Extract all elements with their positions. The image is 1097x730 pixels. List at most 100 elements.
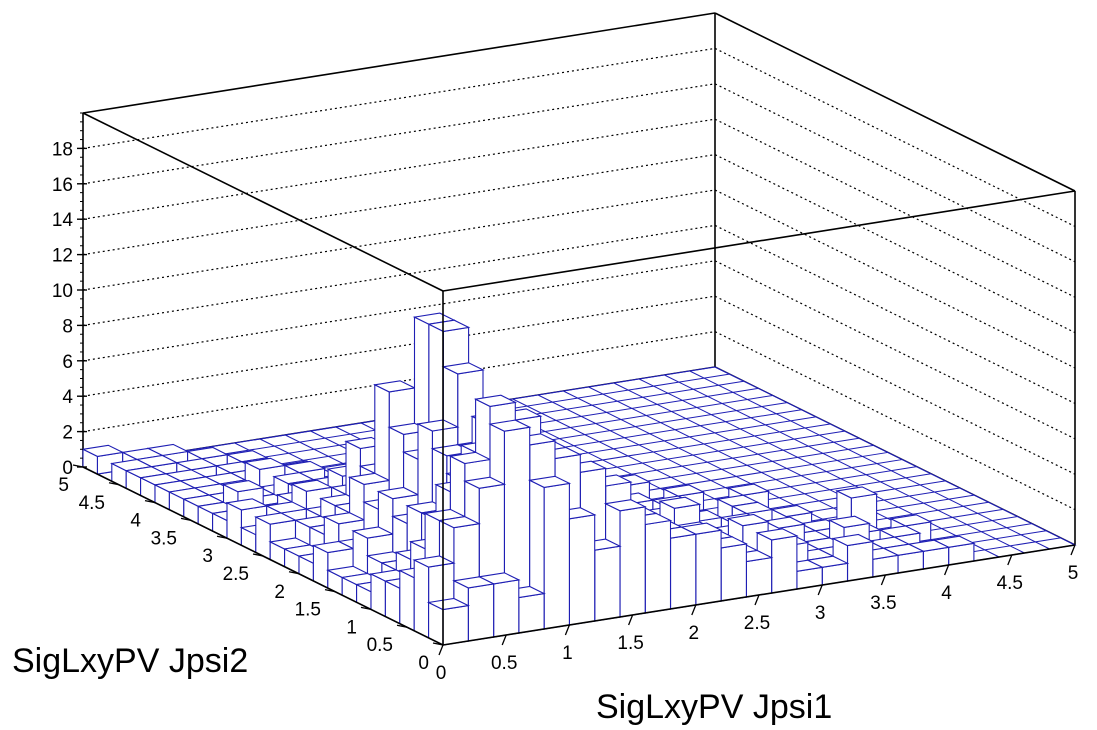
y-axis-title: SigLxyPV Jpsi2 — [12, 642, 248, 680]
z-tick-label: 0 — [62, 458, 73, 479]
x-tick-mark — [1070, 544, 1076, 556]
x-tick-mark — [501, 634, 507, 646]
bar-face-top — [835, 486, 879, 499]
bar-face-front — [594, 545, 621, 622]
bar-face-top — [827, 515, 871, 528]
y-tick-label: 4.5 — [79, 493, 105, 514]
z-tick-label: 8 — [62, 316, 73, 337]
y-tick-mark — [108, 482, 120, 486]
x-tick-mark — [754, 594, 760, 606]
y-tick-mark — [288, 571, 300, 575]
y-tick-label: 1 — [346, 617, 357, 638]
bar-face-top — [283, 460, 327, 474]
bar-face-top — [81, 444, 125, 457]
x-tick-mark — [564, 624, 571, 636]
bar-face-top — [322, 512, 366, 525]
z-gridline — [82, 153, 1076, 334]
bar-face-top — [488, 419, 532, 432]
bar-face-top — [755, 528, 799, 541]
y-tick-mark — [432, 642, 444, 646]
y-axis-ticks: 0 0.5 1 1.5 2 2.5 3 3.5 4 4.5 5 — [58, 464, 444, 674]
frame-edge — [82, 12, 716, 114]
bar-face-top — [452, 576, 496, 589]
bar-face-front — [720, 543, 747, 602]
x-tick-label: 3.5 — [870, 593, 896, 614]
z-gridline — [82, 118, 1076, 298]
bar-face-top — [412, 555, 456, 568]
x-tick-label: 5 — [1068, 563, 1079, 584]
x-axis-title: SigLxyPV Jpsi1 — [596, 688, 832, 726]
x-axis-ticks: 0 0.5 1 1.5 2 2.5 3 3.5 4 4.5 5 — [436, 544, 1079, 684]
z-tick-label: 10 — [52, 281, 73, 302]
x-tick-label: 4.5 — [997, 573, 1023, 594]
bar-face-top — [351, 526, 395, 539]
bar-face-front — [518, 592, 545, 634]
bar-face-front — [619, 506, 646, 618]
frame-edge — [714, 12, 1076, 192]
bar-face-front — [568, 514, 596, 626]
frame-edge — [82, 112, 444, 292]
bar-face-top — [770, 504, 814, 518]
y-tick-mark — [216, 535, 228, 539]
bar-face-front — [493, 579, 520, 638]
x-tick-label: 1.5 — [617, 633, 643, 654]
bar-face-front — [771, 535, 798, 594]
x-tick-mark — [1007, 554, 1013, 566]
bar-face-side — [399, 569, 415, 632]
y-tick-mark — [360, 606, 372, 611]
z-gridline — [82, 47, 1076, 227]
y-tick-label: 4 — [130, 511, 141, 532]
bar-face-top — [254, 512, 298, 525]
z-tick-label: 14 — [52, 210, 74, 231]
x-tick-label: 1 — [562, 643, 573, 664]
x-tick-label: 3 — [815, 603, 826, 624]
z-axis-ticks: 0 2 4 6 8 10 12 14 16 18 — [52, 112, 87, 479]
bar-face-top — [831, 533, 875, 547]
floor-gridline — [714, 366, 1076, 546]
y-tick-label: 0 — [418, 653, 429, 674]
y-tick-label: 5 — [58, 475, 69, 496]
x-tick-mark — [627, 614, 634, 626]
bar-face-top — [527, 475, 572, 488]
y-tick-label: 1.5 — [295, 600, 321, 621]
histogram-bar — [426, 597, 471, 646]
bar-face-front — [669, 533, 697, 610]
bar-face-top — [175, 458, 219, 471]
bar-face-top — [603, 499, 647, 512]
bar-face-top — [448, 451, 492, 465]
z-tick-label: 2 — [62, 423, 73, 444]
x-tick-mark — [691, 604, 697, 616]
x-tick-label: 4 — [941, 583, 952, 604]
bar-face-top — [347, 472, 391, 485]
bar-face-top — [889, 514, 933, 527]
z-tick-label: 4 — [62, 387, 73, 408]
bar-face-front — [543, 482, 570, 630]
bar-face-top — [426, 597, 471, 611]
bar-face-top — [730, 501, 774, 515]
bar-face-top — [427, 319, 471, 332]
z-gridline — [82, 83, 1076, 263]
y-tick-mark — [180, 517, 192, 522]
z-tick-label: 12 — [52, 246, 73, 267]
bar-face-side — [413, 559, 430, 639]
bar-face-top — [878, 525, 922, 538]
y-tick-mark — [252, 553, 264, 557]
z-tick-label: 16 — [52, 175, 73, 196]
z-tick-label: 18 — [52, 139, 73, 160]
z-gridline — [82, 224, 1076, 404]
bar-face-front — [442, 604, 469, 646]
x-tick-mark — [817, 584, 823, 596]
y-tick-label: 2.5 — [223, 564, 249, 585]
bar-face-top — [221, 480, 265, 493]
bar-face-top — [373, 380, 417, 393]
floor-gridline — [664, 374, 1025, 554]
y-tick-label: 0.5 — [367, 635, 393, 656]
bar-face-front — [745, 556, 773, 598]
floor-gridline — [689, 370, 1050, 550]
bar-face-top — [437, 516, 481, 529]
bar-face-top — [727, 483, 771, 496]
y-tick-label: 2 — [274, 582, 285, 603]
bar-face-top — [290, 479, 334, 492]
x-tick-mark — [880, 574, 887, 586]
floor-gridline — [638, 378, 1000, 558]
